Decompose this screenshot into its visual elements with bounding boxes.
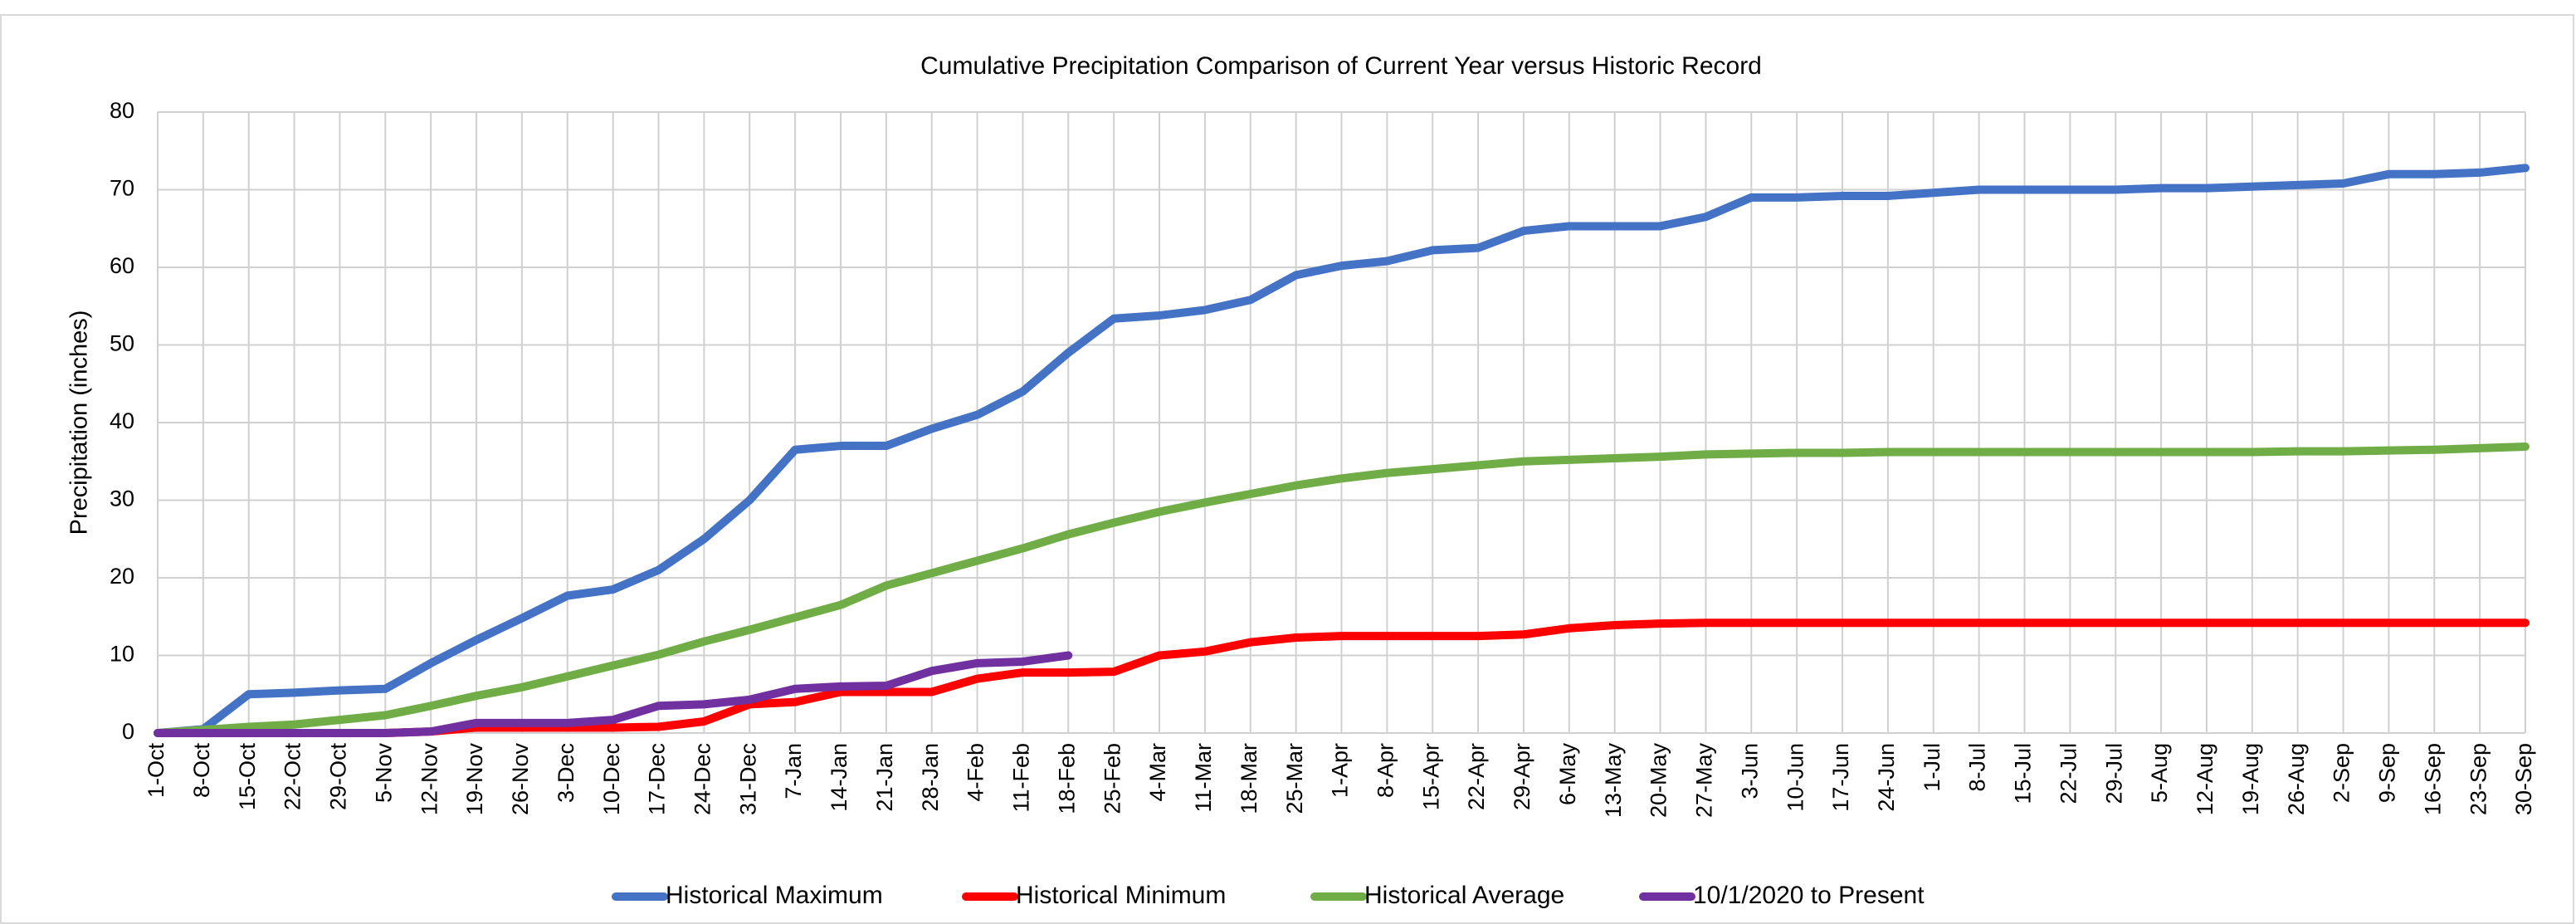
y-tick-label: 50	[110, 331, 134, 356]
x-tick-label: 30-Sep	[2511, 743, 2536, 815]
y-tick-label: 30	[110, 486, 134, 511]
x-tick-label: 9-Sep	[2375, 743, 2400, 803]
y-axis-label: Precipitation (inches)	[66, 310, 93, 535]
x-tick-label: 4-Feb	[964, 743, 988, 802]
x-tick-label: 29-Oct	[326, 743, 351, 811]
x-tick-label: 19-Aug	[2238, 743, 2263, 815]
x-tick-label: 3-Jun	[1737, 743, 1762, 799]
x-tick-label: 16-Sep	[2420, 743, 2445, 815]
legend-label: Historical Average	[1364, 882, 1564, 909]
x-tick-label: 6-May	[1555, 743, 1580, 806]
x-tick-label: 21-Jan	[872, 743, 897, 812]
x-tick-label: 8-Apr	[1373, 743, 1398, 798]
x-tick-label: 25-Feb	[1100, 743, 1125, 814]
y-tick-label: 80	[110, 98, 134, 123]
series-line	[154, 164, 2530, 737]
series-line	[154, 651, 1073, 737]
x-tick-label: 8-Jul	[1965, 743, 1990, 792]
x-tick-label: 1-Apr	[1328, 743, 1353, 798]
legend-label: Historical Minimum	[1016, 882, 1226, 909]
x-tick-label: 15-Jul	[2011, 743, 2036, 804]
x-tick-label: 22-Apr	[1464, 743, 1489, 810]
legend-label: Historical Maximum	[666, 882, 883, 909]
chart-border	[0, 14, 2574, 924]
x-tick-label: 18-Mar	[1237, 743, 1261, 814]
x-tick-label: 13-May	[1601, 743, 1626, 819]
y-tick-label: 70	[110, 176, 134, 201]
x-tick-label: 4-Mar	[1145, 743, 1170, 802]
y-tick-label: 20	[110, 564, 134, 589]
x-tick-label: 14-Jan	[827, 743, 851, 812]
x-tick-label: 12-Nov	[417, 743, 442, 816]
x-tick-label: 5-Aug	[2147, 743, 2172, 803]
x-tick-label: 1-Oct	[144, 743, 168, 799]
x-tick-label: 18-Feb	[1054, 743, 1079, 814]
x-tick-label: 22-Oct	[281, 743, 305, 811]
x-tick-label: 15-Apr	[1418, 743, 1443, 810]
x-tick-label: 29-Jul	[2101, 743, 2126, 804]
x-tick-label: 17-Dec	[645, 743, 670, 815]
x-tick-label: 15-Oct	[235, 743, 260, 811]
x-tick-label: 17-Jun	[1828, 743, 1853, 812]
x-tick-label: 11-Mar	[1191, 743, 1216, 813]
y-tick-label: 0	[122, 719, 134, 744]
x-tick-label: 25-Mar	[1282, 743, 1307, 814]
x-tick-label: 7-Jan	[781, 743, 806, 799]
series-line	[154, 618, 2530, 737]
x-tick-label: 10-Jun	[1783, 743, 1808, 812]
y-tick-label: 40	[110, 408, 134, 433]
x-tick-label: 29-Apr	[1510, 743, 1534, 810]
x-tick-label: 26-Nov	[508, 743, 533, 816]
x-tick-label: 12-Aug	[2193, 743, 2217, 815]
x-tick-label: 1-Jul	[1920, 743, 1944, 792]
x-tick-label: 2-Sep	[2330, 743, 2354, 803]
x-tick-label: 27-May	[1692, 743, 1717, 819]
y-tick-label: 10	[110, 642, 134, 667]
x-tick-label: 24-Dec	[690, 743, 715, 815]
x-tick-label: 22-Jul	[2056, 743, 2081, 804]
x-tick-label: 5-Nov	[371, 743, 396, 804]
x-tick-label: 11-Feb	[1009, 743, 1034, 813]
series-line	[154, 442, 2530, 737]
x-tick-label: 28-Jan	[918, 743, 943, 812]
y-tick-label: 60	[110, 253, 134, 278]
x-tick-label: 3-Dec	[554, 743, 578, 803]
x-tick-label: 23-Sep	[2466, 743, 2491, 815]
x-tick-label: 24-Jun	[1874, 743, 1899, 812]
x-tick-label: 31-Dec	[735, 743, 760, 815]
chart-title: Cumulative Precipitation Comparison of C…	[920, 52, 1762, 80]
x-tick-label: 20-May	[1647, 743, 1671, 819]
x-tick-label: 8-Oct	[189, 743, 214, 799]
x-tick-label: 26-Aug	[2284, 743, 2309, 815]
legend-label: 10/1/2020 to Present	[1693, 882, 1925, 909]
x-tick-label: 10-Dec	[599, 743, 624, 815]
x-tick-label: 19-Nov	[462, 743, 487, 816]
